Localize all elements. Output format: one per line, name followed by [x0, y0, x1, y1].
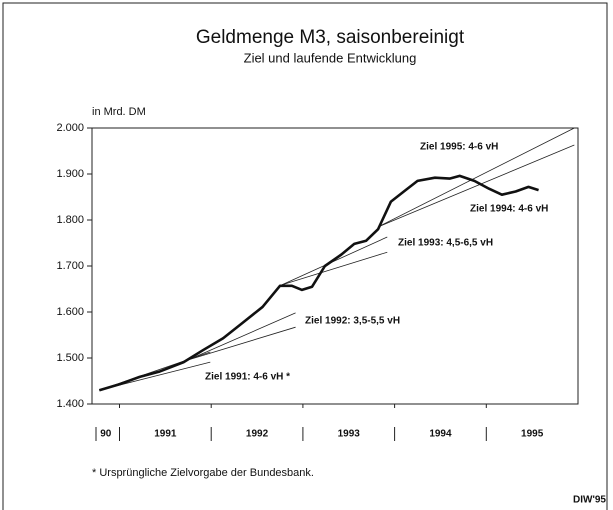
target-label: Ziel 1991: 4-6 vH *: [205, 372, 290, 383]
plot-frame: [91, 127, 579, 405]
target-label: Ziel 1993: 4,5-6,5 vH: [398, 238, 493, 249]
x-tick-label: 90: [100, 429, 112, 440]
chart-subtitle: Ziel und laufende Entwicklung: [244, 50, 417, 65]
target-line: [188, 326, 296, 361]
data-line: [98, 174, 539, 392]
y-tick-label: 1.600: [56, 306, 84, 318]
target-line: [188, 312, 296, 361]
x-tick-label: 1995: [521, 429, 544, 440]
y-tick-label: 1.700: [56, 260, 84, 272]
y-axis-label: in Mrd. DM: [92, 106, 146, 118]
x-tick-label: 1993: [338, 429, 361, 440]
y-tick-label: 1.400: [56, 398, 84, 410]
x-tick-label: 1991: [154, 429, 177, 440]
target-line: [377, 144, 575, 228]
footnote: * Ursprüngliche Zielvorgabe der Bundesba…: [92, 467, 314, 479]
x-tick-label: 1994: [429, 429, 452, 440]
y-tick-label: 1.800: [56, 214, 84, 226]
y-tick-label: 1.900: [56, 168, 84, 180]
y-tick-label: 2.000: [56, 122, 84, 134]
target-label: Ziel 1995: 4-6 vH: [420, 142, 498, 153]
source: DIW'95: [573, 495, 606, 506]
target-label: Ziel 1992: 3,5-5,5 vH: [305, 316, 400, 327]
target-line: [377, 127, 575, 228]
y-tick-label: 1.500: [56, 352, 84, 364]
x-tick-label: 1992: [246, 429, 269, 440]
chart-title: Geldmenge M3, saisonbereinigt: [196, 27, 465, 48]
target-label: Ziel 1994: 4-6 vH: [470, 204, 548, 215]
target-line: [281, 251, 388, 286]
target-line: [281, 236, 388, 286]
